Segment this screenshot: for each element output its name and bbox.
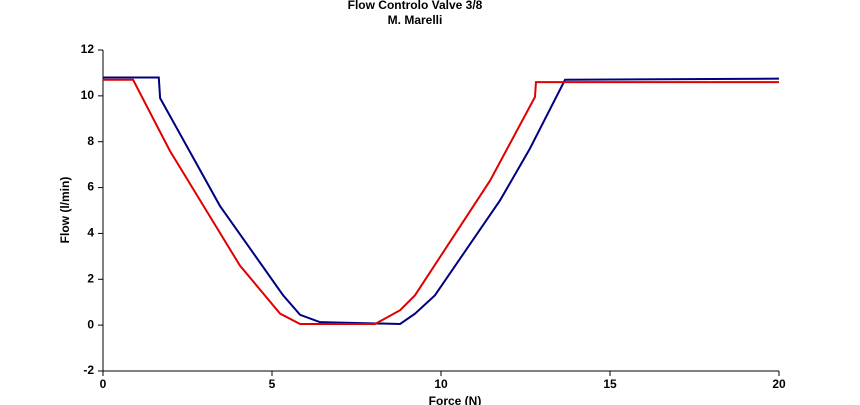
line-series — [103, 76, 780, 326]
chart-subtitle: M. Marelli — [388, 13, 443, 27]
x-tick-label: 10 — [434, 377, 448, 391]
y-axis-label: Flow (l/min) — [58, 177, 72, 244]
x-tick-label: 15 — [603, 377, 617, 391]
x-tick-label: 20 — [772, 377, 786, 391]
y-tick-label: 12 — [81, 42, 95, 56]
y-tick-label: 8 — [87, 134, 94, 148]
x-tick-label: 0 — [100, 377, 107, 391]
x-tick-label: 5 — [269, 377, 276, 391]
y-tick-label: 6 — [87, 180, 94, 194]
y-tick-label: -2 — [83, 363, 94, 377]
y-tick-label: 4 — [87, 226, 94, 240]
y-tick-label: 10 — [81, 88, 95, 102]
line-series — [103, 78, 779, 325]
y-tick-label: 0 — [87, 317, 94, 331]
x-axis-label: Force (N) — [429, 394, 482, 405]
y-tick-label: 2 — [87, 271, 94, 285]
chart-title: Flow Controlo Valve 3/8 — [348, 0, 483, 12]
